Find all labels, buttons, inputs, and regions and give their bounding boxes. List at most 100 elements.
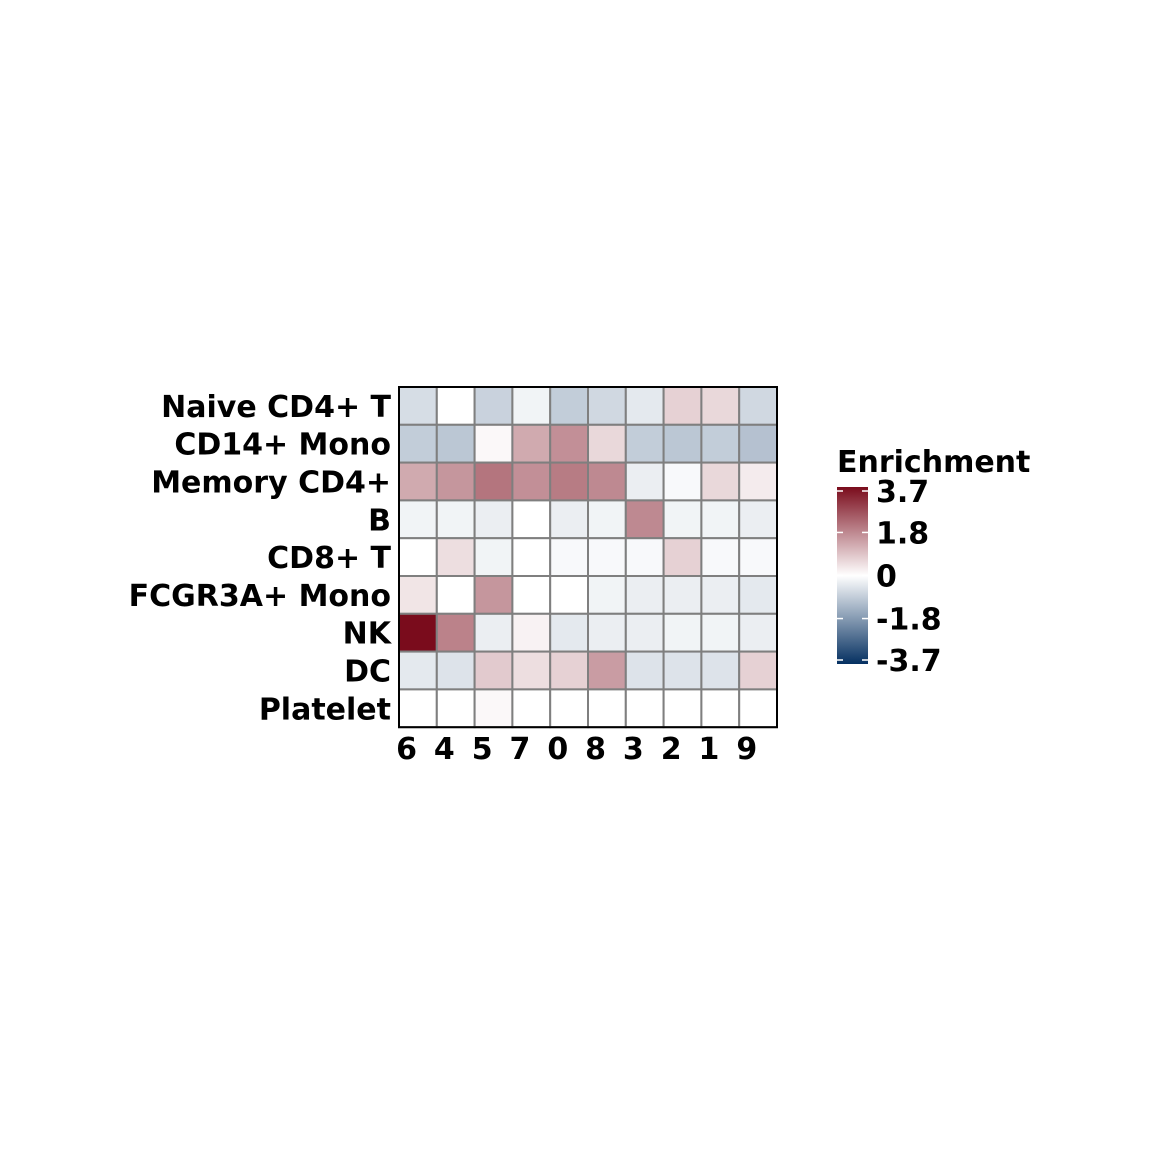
heatmap-cell xyxy=(700,423,741,464)
heatmap-cell xyxy=(435,499,476,540)
color-legend: Enrichment 3.7 1.8 0 -1.8 -3.7 xyxy=(837,445,1030,679)
heatmap-cell xyxy=(587,499,627,540)
heatmap-cell xyxy=(398,688,438,729)
heatmap-cell xyxy=(473,688,514,729)
heatmap-cell xyxy=(738,537,779,578)
legend-ticks: 3.7 1.8 0 -1.8 -3.7 xyxy=(837,475,942,679)
row-label: B xyxy=(368,503,391,538)
heatmap-cell xyxy=(511,386,552,426)
heatmap-cell xyxy=(738,461,779,502)
column-label: 0 xyxy=(547,732,568,767)
heatmap-cell xyxy=(738,688,779,729)
heatmap-cell xyxy=(624,650,665,691)
heatmap-cell xyxy=(662,650,703,691)
heatmap-cell xyxy=(398,423,438,464)
heatmap-cell xyxy=(587,537,627,578)
heatmap-cell xyxy=(700,499,741,540)
heatmap-cell xyxy=(435,423,476,464)
heatmap-cell xyxy=(624,612,665,653)
heatmap-cell xyxy=(511,650,552,691)
row-label: CD14+ Mono xyxy=(174,428,391,463)
heatmap-cell xyxy=(624,386,665,426)
heatmap-cell xyxy=(624,537,665,578)
column-label: 8 xyxy=(585,732,606,767)
row-label: Naive CD4+ T xyxy=(161,390,391,425)
heatmap-cell xyxy=(700,688,741,729)
heatmap-cell xyxy=(662,575,703,615)
heatmap-cell xyxy=(473,537,514,578)
heatmap-cell xyxy=(511,688,552,729)
legend-tick-label: 0 xyxy=(876,560,897,595)
heatmap-cell xyxy=(738,386,779,426)
heatmap-cell xyxy=(700,461,741,502)
heatmap-cell xyxy=(473,461,514,502)
heatmap-cell xyxy=(511,612,552,653)
heatmap-cell xyxy=(435,612,476,653)
heatmap-cell xyxy=(738,612,779,653)
heatmap-cell xyxy=(473,423,514,464)
heatmap-cell xyxy=(511,461,552,502)
column-label: 9 xyxy=(736,732,757,767)
heatmap-cell xyxy=(587,650,627,691)
column-label: 6 xyxy=(396,732,417,767)
heatmap-cell xyxy=(700,650,741,691)
column-label: 1 xyxy=(699,732,720,767)
heatmap-cell xyxy=(435,688,476,729)
heatmap-cell xyxy=(738,650,779,691)
heatmap-cell xyxy=(435,575,476,615)
heatmap-cell xyxy=(473,499,514,540)
heatmap-cell xyxy=(435,537,476,578)
heatmap-cell xyxy=(473,386,514,426)
heatmap-cell xyxy=(511,499,552,540)
heatmap-cell xyxy=(662,612,703,653)
heatmap-cell xyxy=(398,499,438,540)
heatmap-cell xyxy=(473,650,514,691)
heatmap-cell xyxy=(662,386,703,426)
heatmap-cell xyxy=(624,461,665,502)
heatmap-cell xyxy=(398,537,438,578)
heatmap-cell xyxy=(700,386,741,426)
heatmap-cell xyxy=(700,575,741,615)
heatmap-cell xyxy=(398,575,438,615)
heatmap-cell xyxy=(398,386,438,426)
row-label: CD8+ T xyxy=(267,541,391,576)
heatmap-cell xyxy=(662,537,703,578)
heatmap-cell xyxy=(624,575,665,615)
legend-title: Enrichment xyxy=(837,445,1030,480)
heatmap-cell xyxy=(435,461,476,502)
heatmap-cell xyxy=(549,386,590,426)
heatmap-cell xyxy=(662,688,703,729)
legend-tick-label: -1.8 xyxy=(876,603,942,638)
heatmap-cell xyxy=(738,499,779,540)
heatmap-cell xyxy=(624,423,665,464)
heatmap-cell xyxy=(662,499,703,540)
heatmap-cell xyxy=(511,537,552,578)
column-label: 2 xyxy=(661,732,682,767)
heatmap-cell xyxy=(738,423,779,464)
heatmap-cell xyxy=(549,650,590,691)
heatmap-cell xyxy=(662,461,703,502)
column-label: 5 xyxy=(472,732,493,767)
legend-tick-label: -3.7 xyxy=(876,644,942,679)
column-label: 4 xyxy=(434,732,455,767)
heatmap-cell xyxy=(473,575,514,615)
heatmap-cell xyxy=(435,650,476,691)
heatmap-cell xyxy=(587,575,627,615)
heatmap-cell xyxy=(700,612,741,653)
column-label: 3 xyxy=(623,732,644,767)
heatmap-cell xyxy=(700,537,741,578)
heatmap-cell xyxy=(511,423,552,464)
heatmap-panel-border xyxy=(398,386,778,729)
heatmap-cell xyxy=(549,537,590,578)
heatmap-cell xyxy=(398,461,438,502)
heatmap-cell xyxy=(549,461,590,502)
heatmap-cell xyxy=(662,423,703,464)
heatmap-cell xyxy=(435,386,476,426)
heatmap-cell xyxy=(511,575,552,615)
heatmap-cell xyxy=(587,386,627,426)
heatmap-cell xyxy=(549,423,590,464)
heatmap-cell xyxy=(398,612,438,653)
